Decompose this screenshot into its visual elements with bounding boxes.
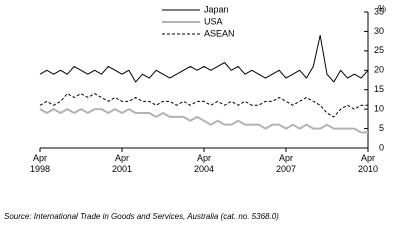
x-tick-label: Apr 2010 — [358, 153, 378, 174]
legend-label: ASEAN — [204, 28, 235, 38]
series-line — [39, 108, 368, 134]
y-tick-label: 20 — [374, 65, 384, 75]
legend-label: USA — [204, 16, 223, 26]
y-tick-label: 35 — [374, 6, 384, 16]
y-tick-label: 15 — [374, 84, 384, 94]
y-axis-label: % — [378, 3, 386, 13]
x-tick-label: Apr 2004 — [194, 153, 214, 174]
chart: % Source: International Trade in Goods a… — [4, 3, 386, 221]
x-tick-label: Apr 2001 — [112, 153, 132, 174]
x-tick-label: Apr 2007 — [276, 153, 296, 174]
y-tick-label: 0 — [379, 142, 384, 152]
y-tick-label: 10 — [374, 104, 384, 114]
y-tick-label: 5 — [379, 123, 384, 133]
y-tick-label: 25 — [374, 45, 384, 55]
series-line — [39, 93, 368, 118]
legend-label: Japan — [204, 4, 229, 14]
series-line — [39, 34, 369, 83]
x-tick-label: Apr 1998 — [30, 153, 50, 174]
y-tick-label: 30 — [374, 26, 384, 36]
source-note: Source: International Trade in Goods and… — [4, 212, 279, 221]
